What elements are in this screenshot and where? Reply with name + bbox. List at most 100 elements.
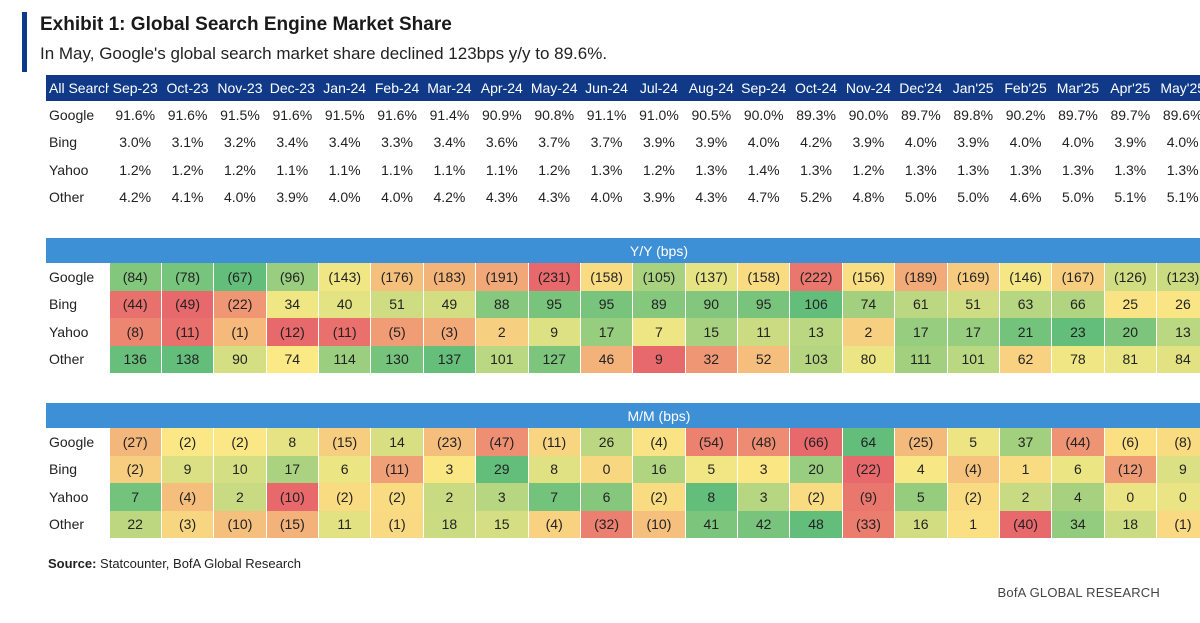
share-cell: 3.9% — [642, 134, 675, 151]
heatmap-cell: (6) — [1103, 428, 1157, 456]
heatmap-cell: 46 — [579, 345, 633, 373]
heatmap-row: Yahoo (8) (11) (1) (12) (11) (5) (3) 2 9 17 7 15 11 13… — [46, 318, 1200, 346]
column-header: Jul-24 — [632, 75, 686, 101]
heatmap-cell: 88 — [475, 290, 528, 318]
share-cell: 89.7% — [1110, 106, 1151, 123]
share-cell: 90.8% — [534, 106, 575, 123]
heatmap-cell: (1) — [213, 318, 267, 346]
heatmap-cell: 51 — [370, 290, 424, 318]
heatmap-cell: (105) — [632, 263, 686, 291]
heatmap-cell: 8 — [265, 428, 319, 456]
heatmap-cell: (4) — [527, 510, 581, 538]
heatmap-cell: 2 — [422, 483, 476, 511]
heatmap-cell: 9 — [527, 318, 581, 346]
heatmap-cell: 21 — [998, 318, 1052, 346]
heatmap-cell: 9 — [160, 455, 214, 483]
heatmap-cell: 6 — [317, 455, 371, 483]
heatmap-cell: 3 — [736, 483, 790, 511]
heatmap-cell: (176) — [370, 263, 424, 291]
share-cell: 4.0% — [904, 134, 937, 151]
row-label: Google — [49, 268, 95, 285]
heatmap-cell: 5 — [894, 483, 947, 511]
heatmap-cell: 25 — [1103, 290, 1157, 318]
heatmap-cell: 0 — [1103, 483, 1157, 511]
heatmap-cell: 5 — [946, 428, 1000, 456]
column-header: Apr'25 — [1104, 75, 1157, 101]
share-cell: 5.0% — [904, 189, 937, 206]
share-cell: 4.0% — [1009, 134, 1042, 151]
share-cell: 3.6% — [485, 134, 518, 151]
heatmap-cell: 101 — [475, 345, 528, 373]
heatmap-cell: 4 — [1051, 483, 1105, 511]
heatmap-cell: (10) — [632, 510, 686, 538]
column-header: Dec-23 — [266, 75, 319, 101]
share-cell: 4.0% — [1061, 134, 1094, 151]
heatmap-cell: (84) — [108, 263, 162, 291]
share-cell: 3.9% — [642, 189, 675, 206]
heatmap-cell: 34 — [265, 290, 319, 318]
heatmap-cell: (8) — [1155, 428, 1200, 456]
share-cell: 3.3% — [381, 134, 414, 151]
heatmap-cell: 17 — [579, 318, 633, 346]
heatmap-cell: 26 — [1155, 290, 1200, 318]
heatmap-cell: 130 — [370, 345, 424, 373]
heatmap-cell: (126) — [1103, 263, 1157, 291]
heatmap-cell: (66) — [789, 428, 843, 456]
share-cell: 1.3% — [1166, 161, 1199, 178]
accent-bar — [22, 12, 27, 72]
heatmap-cell: 1 — [946, 510, 1000, 538]
share-cell: 1.1% — [276, 161, 309, 178]
heatmap-cell: 111 — [894, 345, 947, 373]
share-cell: 91.6% — [167, 106, 208, 123]
share-cell: 3.4% — [328, 134, 361, 151]
heatmap-cell: 8 — [684, 483, 738, 511]
heatmap-cell: (123) — [1155, 263, 1200, 291]
heatmap-cell: 17 — [894, 318, 947, 346]
heatmap-cell: 81 — [1103, 345, 1157, 373]
heatmap-cell: 74 — [265, 345, 319, 373]
heatmap-cell: 9 — [632, 345, 686, 373]
heatmap-row: Bing (2) 9 10 17 6 (11) 3 29 8 0 16 5 3 20 (22) 4 (4) 1 6 (1… — [46, 455, 1200, 483]
heatmap-cell: 17 — [946, 318, 1000, 346]
table-row: Yahoo 1.2% 1.2% 1.2% 1.1% 1.1% 1.1% 1.1% 1.1% 1.2… — [46, 156, 1200, 184]
share-cell: 4.3% — [538, 189, 571, 206]
heatmap-cell: 3 — [736, 455, 790, 483]
share-cell: 4.0% — [1166, 134, 1199, 151]
share-cell: 90.5% — [691, 106, 732, 123]
heatmap-cell: (3) — [160, 510, 214, 538]
heatmap-cell: 138 — [160, 345, 214, 373]
row-label: Yahoo — [49, 161, 89, 178]
share-cell: 4.0% — [590, 189, 623, 206]
heatmap-cell: 90 — [213, 345, 267, 373]
column-header: Jan'25 — [947, 75, 1000, 101]
heatmap-cell: 13 — [789, 318, 843, 346]
share-cell: 1.2% — [538, 161, 571, 178]
heatmap-cell: 3 — [422, 455, 476, 483]
column-header: Aug-24 — [685, 75, 738, 101]
table-row: Bing 3.0% 3.1% 3.2% 3.4% 3.4% 3.3% 3.4% 3.6% 3.7%… — [46, 129, 1200, 157]
heatmap-cell: (158) — [736, 263, 790, 291]
exhibit-subtitle: In May, Google's global search market sh… — [40, 44, 608, 63]
heatmap-cell: (1) — [370, 510, 424, 538]
heatmap-cell: 106 — [789, 290, 843, 318]
share-cell: 5.0% — [957, 189, 990, 206]
row-label: Google — [49, 433, 95, 450]
share-cell: 1.3% — [800, 161, 833, 178]
heatmap-cell: (1) — [1155, 510, 1200, 538]
heatmap-cell: 18 — [1103, 510, 1157, 538]
heatmap-cell: (4) — [160, 483, 214, 511]
heatmap-cell: 5 — [684, 455, 738, 483]
heatmap-cell: 8 — [527, 455, 581, 483]
share-cell: 89.7% — [900, 106, 941, 123]
heatmap-cell: (48) — [736, 428, 790, 456]
heatmap-cell: 37 — [998, 428, 1052, 456]
heatmap-cell: 114 — [317, 345, 371, 373]
share-cell: 91.1% — [586, 106, 627, 123]
column-header: May'25 — [1156, 75, 1200, 101]
heatmap-cell: 127 — [527, 345, 581, 373]
heatmap-cell: (191) — [475, 263, 528, 291]
column-header: Mar'25 — [1051, 75, 1105, 101]
heatmap-row: Google (84) (78) (67) (96) (143) (176) (183) (19… — [46, 263, 1200, 291]
heatmap-cell: (2) — [160, 428, 214, 456]
column-header: Sep-23 — [109, 75, 162, 101]
